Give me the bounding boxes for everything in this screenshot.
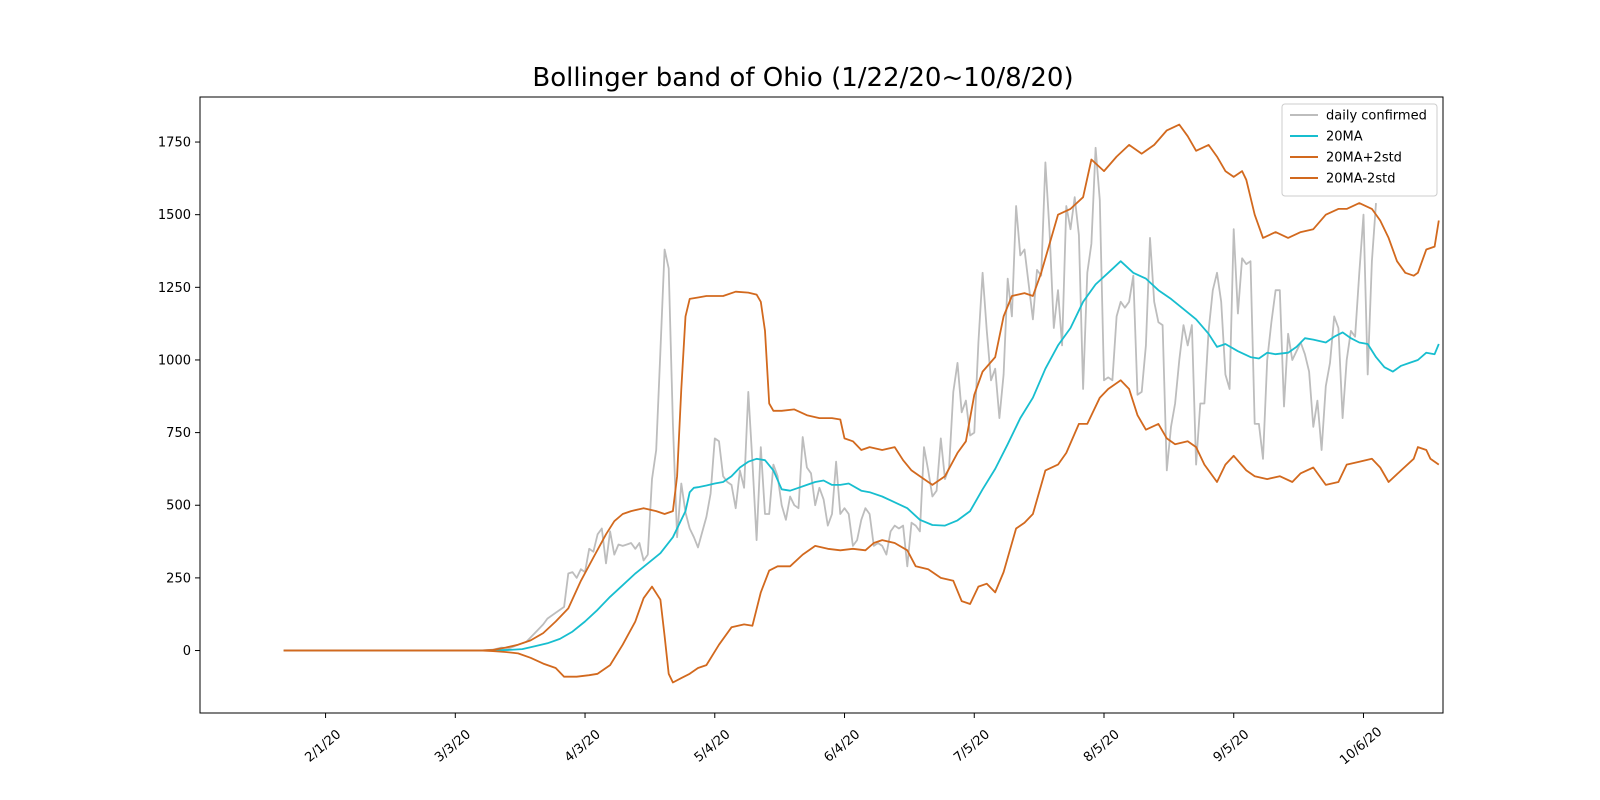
- y-tick-label: 1500: [158, 208, 191, 223]
- legend-label-20ma: 20MA: [1326, 130, 1363, 145]
- series-line-20ma: [283, 260, 1440, 652]
- y-tick-label: 500: [166, 499, 191, 514]
- plot-frame: [199, 96, 1444, 714]
- series-line-20ma-2std: [283, 123, 1440, 652]
- series-line-20ma-2std: [283, 379, 1440, 684]
- y-tick-label: 1250: [158, 281, 191, 296]
- y-tick-label: 250: [166, 571, 191, 586]
- y-tick-label: 1750: [158, 136, 191, 151]
- y-tick-label: 1000: [158, 353, 191, 368]
- legend: daily confirmed 20MA 20MA+2std 20MA-2std: [1281, 103, 1438, 197]
- chart-title: Bollinger band of Ohio (1/22/20~10/8/20): [532, 63, 1073, 93]
- series-layer: [283, 123, 1440, 684]
- legend-label-20ma-2std: 20MA+2std: [1326, 151, 1402, 166]
- y-tick-label: 0: [183, 644, 191, 659]
- legend-label-20ma-2std: 20MA-2std: [1326, 172, 1395, 187]
- y-axis: 0 250 500 750 1000 1250 1500 1750: [158, 136, 200, 659]
- legend-label-daily-confirmed: daily confirmed: [1326, 109, 1427, 124]
- y-tick-label: 750: [166, 426, 191, 441]
- legend-box: [1281, 103, 1438, 197]
